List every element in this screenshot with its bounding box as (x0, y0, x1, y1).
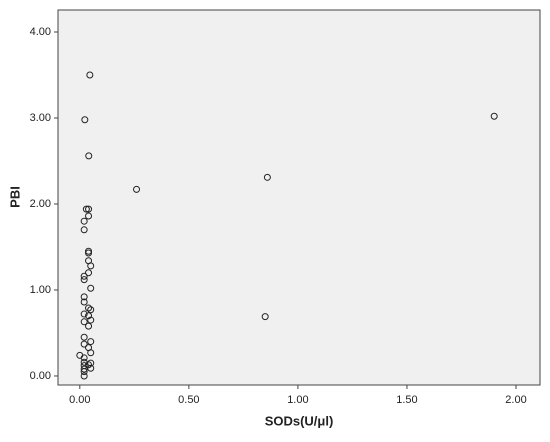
x-tick-label: 0.50 (178, 394, 199, 406)
point (82, 205, 90, 213)
point (263, 173, 271, 181)
point (133, 185, 141, 193)
point (85, 322, 93, 330)
x-tick-label: 2.00 (505, 394, 526, 406)
point (261, 313, 269, 321)
point (86, 71, 94, 79)
y-tick-label: 0.00 (30, 370, 51, 382)
point (87, 349, 95, 357)
point (87, 316, 95, 324)
point (80, 354, 88, 362)
x-tick-label: 0.00 (69, 394, 90, 406)
point (87, 364, 95, 372)
point (85, 361, 93, 369)
x-tick-label: 1.00 (287, 394, 308, 406)
point (87, 306, 95, 314)
point (85, 304, 93, 312)
point (80, 226, 88, 234)
x-axis-label: SODs(U/μl) (265, 413, 334, 428)
point (80, 365, 88, 373)
point (80, 276, 88, 284)
point (490, 112, 498, 120)
point (81, 116, 89, 124)
point (85, 269, 93, 277)
y-axis-label: PBI (7, 186, 22, 208)
point (80, 318, 88, 326)
y-tick-label: 1.00 (30, 284, 51, 296)
point (80, 217, 88, 225)
point (85, 205, 93, 213)
point (80, 340, 88, 348)
point (85, 212, 93, 220)
point (80, 298, 88, 306)
point (85, 312, 93, 320)
y-tick-label: 2.00 (30, 198, 51, 210)
point (80, 372, 88, 380)
point (80, 368, 88, 376)
y-tick-label: 3.00 (30, 112, 51, 124)
plot-area (57, 9, 541, 386)
point (85, 152, 93, 160)
point (87, 284, 95, 292)
point (80, 272, 88, 280)
point (80, 310, 88, 318)
point (85, 249, 93, 257)
x-tick-label: 1.50 (396, 394, 417, 406)
point (87, 338, 95, 346)
point (80, 333, 88, 341)
point (87, 359, 95, 367)
y-tick-label: 4.00 (30, 26, 51, 38)
point (87, 262, 95, 270)
point (80, 293, 88, 301)
